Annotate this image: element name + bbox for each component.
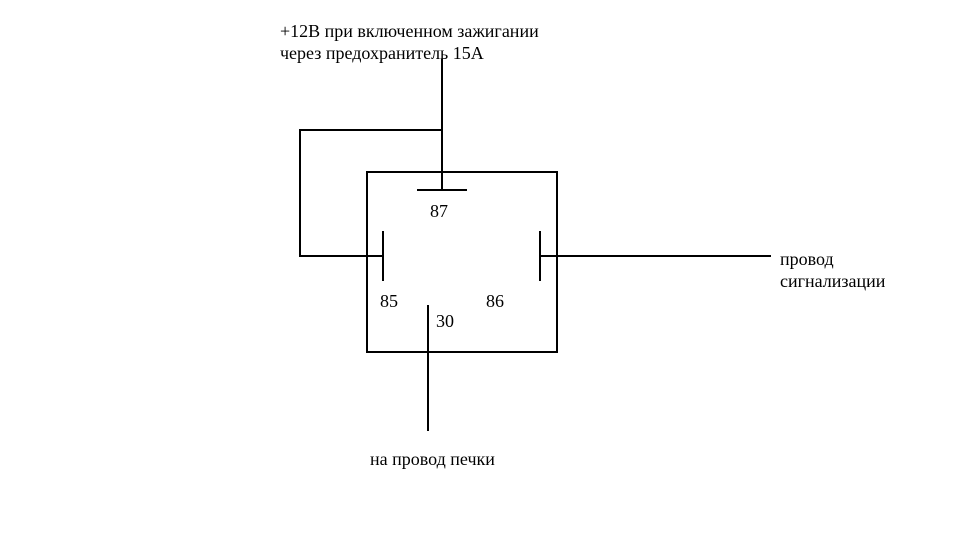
label-bottom: на провод печки (370, 448, 495, 471)
label-right-2: сигнализации (780, 270, 885, 293)
label-top-2: через предохранитель 15А (280, 42, 484, 65)
pin-label-86: 86 (486, 290, 504, 313)
pin-label-30: 30 (436, 310, 454, 333)
pin-label-85: 85 (380, 290, 398, 313)
label-right-1: провод (780, 248, 834, 271)
label-top-1: +12В при включенном зажигании (280, 20, 539, 43)
pin-label-87: 87 (430, 200, 448, 223)
